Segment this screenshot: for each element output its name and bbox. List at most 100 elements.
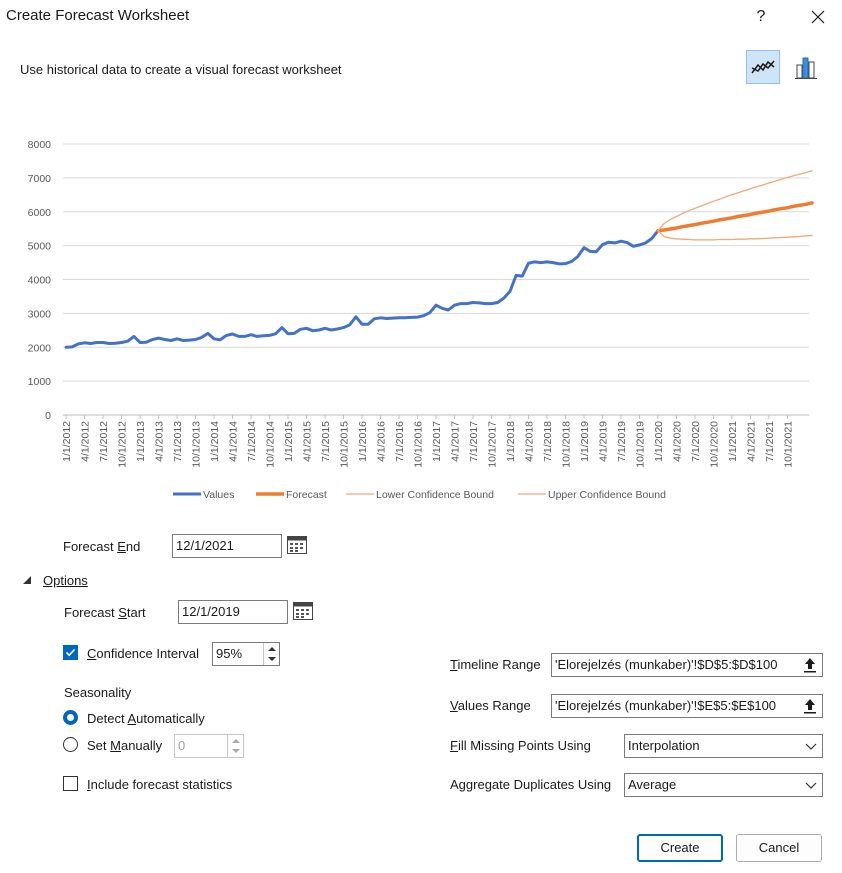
aggregate-duplicates-select[interactable]: Average	[624, 773, 823, 797]
set-manually-radio[interactable]	[63, 737, 78, 752]
values-range-value: 'Elorejelzés (munkaber)'!$E$5:$E$100	[555, 698, 777, 713]
x-tick-label: 1/1/2013	[135, 421, 147, 462]
x-tick-label: 7/1/2018	[542, 421, 554, 462]
title-bar: Create Forecast Worksheet ?	[0, 0, 842, 34]
close-button[interactable]	[800, 2, 836, 32]
forecast-end-input[interactable]: 12/1/2021	[172, 534, 282, 558]
collapse-triangle-icon	[23, 576, 31, 584]
cancel-button[interactable]: Cancel	[736, 834, 822, 862]
label-part: onfidence Interval	[96, 646, 200, 661]
label-part: ill Missing Points Using	[457, 738, 591, 753]
aggregate-duplicates-label: Aggregate Duplicates Using	[450, 777, 611, 792]
fill-missing-dropdown-button[interactable]	[801, 735, 821, 757]
timeline-range-input[interactable]: 'Elorejelzés (munkaber)'!$D$5:$D$100	[551, 653, 823, 677]
series-line-values	[64, 229, 660, 349]
confidence-interval-input[interactable]: 95%	[212, 642, 280, 666]
checkmark-icon	[65, 648, 76, 657]
x-tick-label: 10/1/2021	[782, 421, 794, 468]
x-tick-label: 10/1/2012	[117, 421, 129, 468]
x-tick-label: 1/1/2019	[579, 421, 591, 462]
label-part: A	[450, 777, 459, 792]
x-tick-label: 1/1/2018	[505, 421, 517, 462]
label-accel: E	[117, 539, 126, 554]
label-accel: I	[87, 777, 91, 792]
calendar-icon	[293, 602, 313, 620]
label-accel: T	[450, 657, 458, 672]
x-tick-label: 1/1/2017	[431, 421, 443, 462]
timeline-range-collapse-button[interactable]	[799, 654, 821, 676]
confidence-interval-label: Confidence Interval	[87, 646, 199, 661]
legend-label: Lower Confidence Bound	[376, 489, 494, 501]
x-tick-label: 1/1/2020	[653, 421, 665, 462]
column-chart-icon	[795, 57, 817, 79]
y-tick-label: 4000	[28, 275, 52, 287]
x-tick-label: 7/1/2013	[172, 421, 184, 462]
help-button[interactable]: ?	[756, 8, 766, 25]
confidence-value: 95%	[216, 646, 243, 661]
x-tick-label: 10/1/2016	[413, 421, 425, 468]
y-tick-label: 0	[45, 410, 51, 422]
values-range-input[interactable]: 'Elorejelzés (munkaber)'!$E$5:$E$100	[551, 694, 823, 718]
label-part: Forecast	[64, 605, 119, 620]
calendar-icon	[287, 536, 307, 554]
forecast-start-input[interactable]: 12/1/2019	[178, 600, 288, 624]
y-tick-label: 1000	[28, 376, 52, 388]
label-part: utomatically	[136, 711, 205, 726]
detect-automatically-radio[interactable]	[63, 710, 78, 725]
forecast-start-calendar-button[interactable]	[292, 600, 314, 622]
x-tick-label: 7/1/2012	[98, 421, 110, 462]
x-tick-label: 4/1/2019	[597, 421, 609, 462]
spin-arrows-icon	[232, 739, 240, 753]
x-tick-label: 4/1/2021	[745, 421, 757, 462]
x-tick-label: 10/1/2019	[634, 421, 646, 468]
include-statistics-label: Include forecast statistics	[87, 777, 232, 792]
y-tick-label: 3000	[28, 308, 52, 320]
series-line-forecast	[656, 201, 814, 233]
x-tick-label: 1/1/2015	[283, 421, 295, 462]
line-chart-type-button[interactable]	[746, 50, 780, 84]
confidence-spinner[interactable]	[263, 643, 279, 665]
seasonality-spinner[interactable]	[227, 735, 243, 757]
x-tick-label: 4/1/2018	[523, 421, 535, 462]
range-select-icon	[804, 658, 816, 673]
seasonality-value: 0	[178, 738, 186, 753]
spin-arrows-icon	[268, 647, 276, 661]
x-tick-label: 10/1/2015	[339, 421, 351, 468]
label-part: nclude forecast statistics	[90, 777, 233, 792]
aggregate-value: Average	[628, 777, 677, 792]
fill-missing-select[interactable]: Interpolation	[624, 734, 823, 758]
line-chart-icon	[751, 60, 775, 74]
chevron-down-icon	[805, 782, 817, 789]
fill-missing-label: Fill Missing Points Using	[450, 738, 591, 753]
y-tick-label: 8000	[28, 139, 52, 151]
detect-automatically-label: Detect Automatically	[87, 711, 205, 726]
x-tick-label: 4/1/2016	[376, 421, 388, 462]
x-tick-label: 7/1/2017	[468, 421, 480, 462]
values-range-collapse-button[interactable]	[799, 695, 821, 717]
y-tick-label: 7000	[28, 173, 52, 185]
label-part: Detect	[87, 711, 128, 726]
label-accel: F	[450, 738, 458, 753]
seasonality-manual-input[interactable]: 0	[174, 734, 244, 758]
timeline-range-value: 'Elorejelzés (munkaber)'!$D$5:$D$100	[555, 657, 778, 672]
forecast-end-calendar-button[interactable]	[286, 534, 308, 556]
aggregate-dropdown-button[interactable]	[801, 774, 821, 796]
forecast-start-label: Forecast Start	[64, 605, 146, 620]
x-tick-label: 1/1/2012	[61, 421, 73, 462]
column-chart-type-button[interactable]	[789, 50, 823, 84]
label-accel: C	[87, 646, 97, 661]
seasonality-heading: Seasonality	[64, 685, 132, 700]
label-part: nd	[125, 539, 141, 554]
series-line-lower-confidence-bound	[657, 230, 813, 241]
create-button[interactable]: Create	[637, 834, 723, 862]
y-tick-label: 5000	[28, 241, 52, 253]
label-part: alues Range	[457, 698, 531, 713]
label-accel: g	[458, 777, 466, 792]
window-title: Create Forecast Worksheet	[6, 7, 190, 24]
x-tick-label: 4/1/2014	[228, 421, 240, 462]
series-line-upper-confidence-bound	[657, 170, 813, 232]
confidence-interval-checkbox[interactable]	[63, 645, 78, 660]
include-statistics-checkbox[interactable]	[63, 776, 78, 791]
x-tick-label: 4/1/2013	[154, 421, 166, 462]
close-icon	[811, 10, 825, 24]
